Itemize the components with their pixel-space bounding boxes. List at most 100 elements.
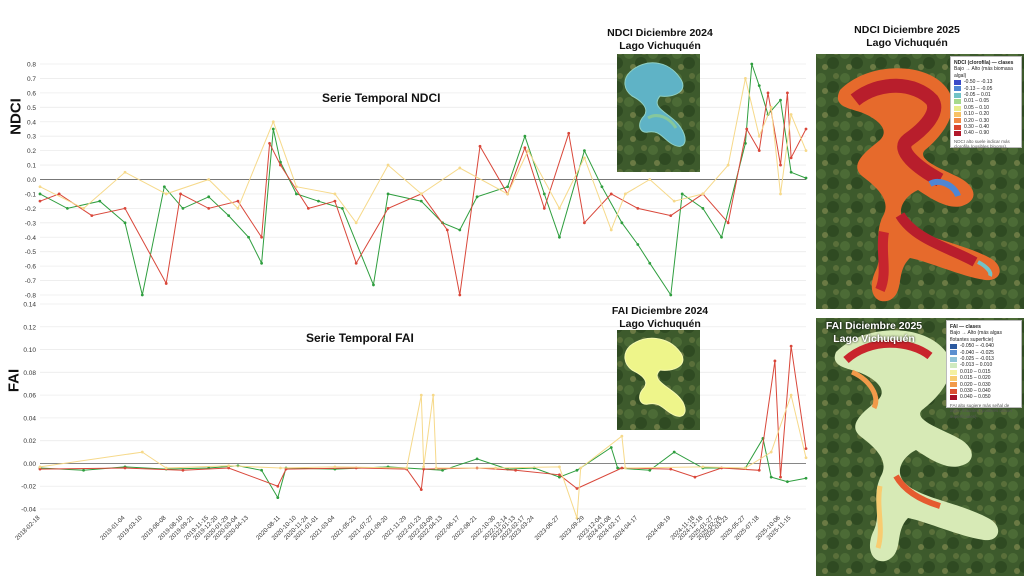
ndci-data-point xyxy=(333,199,337,203)
fai-y-tick-label: 0.12 xyxy=(23,324,36,331)
ndci-data-point xyxy=(260,235,263,239)
fai-data-point xyxy=(786,480,789,484)
ndci-y-tick-label: -0.8 xyxy=(25,293,37,300)
fai-2024-title-line2: Lago Vichuquén xyxy=(619,318,701,330)
fai-data-point xyxy=(701,465,705,469)
fai-y-tick-label: 0.02 xyxy=(23,438,36,445)
ndci-y-tick-label: 0.4 xyxy=(27,119,36,126)
ndci-data-point xyxy=(672,199,676,203)
ndci-2025-title-line1: NDCI Diciembre 2025 xyxy=(854,24,960,36)
fai-data-point xyxy=(276,484,280,488)
ndci-data-point xyxy=(523,146,527,150)
ndci-data-point xyxy=(558,206,561,210)
ndci-legend-item: -0.05 – 0.01 xyxy=(954,92,1018,98)
ndci-data-point xyxy=(779,163,782,167)
ndci-data-point xyxy=(726,163,730,167)
ndci-2025-title-line2: Lago Vichuquén xyxy=(866,37,948,49)
fai-data-point xyxy=(260,468,263,472)
ndci-data-point xyxy=(542,206,546,210)
fai-series-series_yellow-line xyxy=(39,393,807,519)
ndci-data-point xyxy=(317,199,320,203)
ndci-data-point xyxy=(236,206,240,210)
ndci-data-point xyxy=(526,149,530,153)
ndci-data-point xyxy=(162,185,166,189)
ndci-data-point xyxy=(236,199,240,203)
ndci-legend-swatch xyxy=(954,105,961,111)
fai-legend-swatch xyxy=(950,369,957,375)
ndci-data-point xyxy=(701,206,705,210)
fai-y-tick-label: 0.10 xyxy=(23,347,36,354)
fai-y-axis-label: FAI xyxy=(5,368,23,393)
ndci-legend-swatch xyxy=(954,99,961,105)
fai-legend-swatch xyxy=(950,395,957,401)
ndci-data-point xyxy=(620,221,624,225)
fai-data-point xyxy=(284,467,288,471)
ndci-data-point xyxy=(766,91,770,95)
fai-data-point xyxy=(38,465,42,469)
ndci-data-point xyxy=(247,235,250,239)
ndci-data-point xyxy=(789,156,793,160)
ndci-legend-label: 0.40 – 0.90 xyxy=(964,130,990,137)
ndci-y-tick-label: -0.4 xyxy=(25,235,37,242)
fai-legend-item: -0.025 – -0.013 xyxy=(950,356,1018,362)
ndci-data-point xyxy=(279,163,282,167)
fai-data-point xyxy=(575,516,579,520)
ndci-data-point xyxy=(445,228,449,232)
fai-legend-label: 0.015 – 0.020 xyxy=(960,375,991,382)
ndci-y-tick-label: -0.7 xyxy=(25,278,37,285)
ndci-data-point xyxy=(140,293,144,297)
ndci-legend-swatch xyxy=(954,118,961,124)
ndci-y-tick-label: -0.5 xyxy=(25,249,37,256)
fai-data-point xyxy=(227,466,231,470)
ndci-data-point xyxy=(680,192,684,196)
ndci-data-point xyxy=(268,142,271,145)
ndci-data-point xyxy=(804,149,808,153)
fai-data-point xyxy=(672,450,676,454)
ndci-data-point xyxy=(419,199,423,203)
fai-legend-title: FAI — clases xyxy=(950,324,981,330)
ndci-data-point xyxy=(750,62,754,66)
ndci-legend-swatch xyxy=(954,79,961,85)
fai-data-point xyxy=(333,465,337,469)
fai-data-point xyxy=(804,447,808,451)
ndci-data-point xyxy=(419,192,423,196)
ndci-data-point xyxy=(542,192,546,196)
ndci-data-point xyxy=(779,98,782,102)
fai-legend-item: -0.040 – -0.025 xyxy=(950,350,1018,356)
ndci-data-point xyxy=(623,192,627,196)
ndci-data-point xyxy=(271,120,275,124)
ndci-data-point xyxy=(523,134,527,138)
fai-2025-map-title: FAI Diciembre 2025 Lago Vichuquén xyxy=(814,320,934,346)
x-tick-label: 2023-06-27 xyxy=(534,514,562,542)
ndci-data-point xyxy=(669,214,673,217)
fai-data-point xyxy=(181,468,185,472)
fai-legend-label: 0.020 – 0.030 xyxy=(960,381,991,388)
ndci-data-point xyxy=(294,185,298,189)
ndci-data-point xyxy=(164,192,168,196)
ndci-data-point xyxy=(90,214,94,217)
ndci-data-point xyxy=(583,149,586,153)
ndci-data-point xyxy=(458,228,462,232)
ndci-data-point xyxy=(744,142,747,145)
ndci-legend-swatch xyxy=(954,124,961,130)
fai-data-point xyxy=(434,466,438,470)
ndci-legend-label: -0.13 – -0.05 xyxy=(964,85,993,92)
ndci-2024-map-title: NDCI Diciembre 2024 Lago Vichuquén xyxy=(604,27,716,53)
fai-y-tick-label: 0.14 xyxy=(23,302,36,309)
fai-data-point xyxy=(804,476,808,480)
fai-legend-item: 0.010 – 0.015 xyxy=(950,369,1018,375)
ndci-legend-label: 0.20 – 0.30 xyxy=(964,117,990,124)
ndci-data-point xyxy=(648,261,652,265)
ndci-legend-swatch xyxy=(954,92,961,98)
fai-data-point xyxy=(616,466,620,470)
ndci-data-point xyxy=(757,84,761,88)
fai-data-point xyxy=(140,450,144,454)
x-axis-ticks: 2018-02-18 2019-01-042019-03-102019-06-08… xyxy=(14,514,793,542)
fai-legend-subtitle: Bajo → Alto (más algas flotantes superfi… xyxy=(950,330,1002,343)
fai-legend-swatch xyxy=(950,356,957,362)
fai-legend-swatch xyxy=(950,388,957,394)
ndci-data-point xyxy=(757,134,761,138)
ndci-data-point xyxy=(354,221,358,225)
fai-data-point xyxy=(620,466,624,470)
ndci-y-tick-label: -0.3 xyxy=(25,220,37,227)
